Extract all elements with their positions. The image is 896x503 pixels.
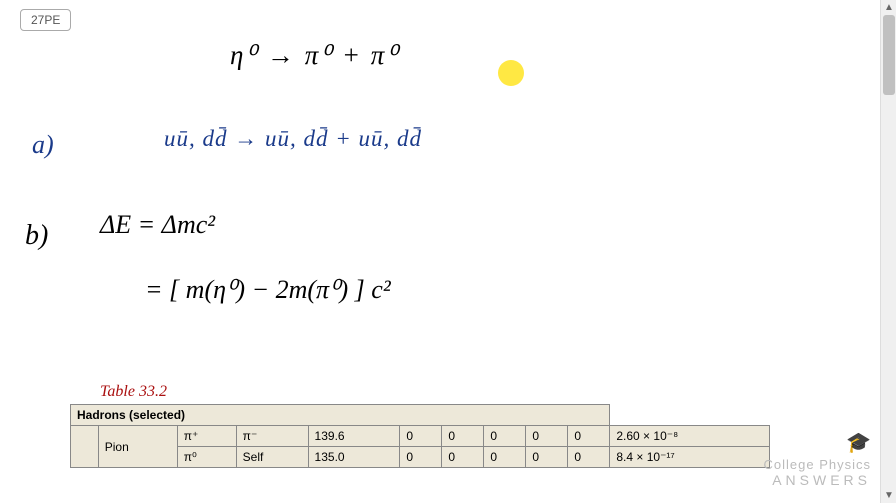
watermark-line2: ANSWERS <box>764 472 872 488</box>
qnum-cell: 0 <box>484 447 526 468</box>
qnum-cell: 0 <box>484 426 526 447</box>
symbol-cell: π⁰ <box>177 447 236 468</box>
watermark-line1: College Physics <box>764 457 872 472</box>
graduation-cap-icon: 🎓 <box>764 430 872 455</box>
lifetime-cell: 8.4 × 10⁻¹⁷ <box>610 447 770 468</box>
table-title: Hadrons (selected) <box>71 405 610 426</box>
scrollbar-thumb[interactable] <box>883 15 895 95</box>
decay-equation: η⁰ → π⁰ + π⁰ <box>230 40 399 71</box>
part-b-label: b) <box>25 220 48 252</box>
mass-cell: 139.6 <box>308 426 400 447</box>
qnum-cell: 0 <box>568 426 610 447</box>
antiparticle-cell: Self <box>236 447 308 468</box>
quark-decay-equation: uū, dd̄ → uū, dd̄ + uū, dd̄ <box>164 126 422 152</box>
qnum-cell: 0 <box>526 426 568 447</box>
watermark: 🎓 College Physics ANSWERS <box>764 430 872 488</box>
scrollbar[interactable]: ▲ ▼ <box>880 0 896 503</box>
table-row: Pion π⁺ π⁻ 139.6 0 0 0 0 0 2.60 × 10⁻⁸ <box>71 426 770 447</box>
hadrons-table: Hadrons (selected) Pion π⁺ π⁻ 139.6 0 0 … <box>70 404 770 468</box>
lifetime-cell: 2.60 × 10⁻⁸ <box>610 426 770 447</box>
table-header-row: Hadrons (selected) <box>71 405 770 426</box>
highlight-marker <box>498 60 524 86</box>
symbol-cell: π⁺ <box>177 426 236 447</box>
delta-e-equation: ΔE = Δmc² <box>100 210 215 240</box>
mass-cell: 135.0 <box>308 447 400 468</box>
qnum-cell: 0 <box>400 426 442 447</box>
problem-badge: 27PE <box>20 9 71 31</box>
qnum-cell: 0 <box>442 447 484 468</box>
antiparticle-cell: π⁻ <box>236 426 308 447</box>
qnum-cell: 0 <box>568 447 610 468</box>
mass-diff-equation: = [ m(η⁰) − 2m(π⁰) ] c² <box>145 275 391 305</box>
qnum-cell: 0 <box>526 447 568 468</box>
pion-label: Pion <box>98 426 177 468</box>
table-reference: Table 33.2 <box>100 383 167 401</box>
qnum-cell: 0 <box>442 426 484 447</box>
group-cell <box>71 426 99 468</box>
qnum-cell: 0 <box>400 447 442 468</box>
scroll-up-icon[interactable]: ▲ <box>884 2 894 13</box>
part-a-label: a) <box>32 130 54 160</box>
scroll-down-icon[interactable]: ▼ <box>884 490 894 501</box>
